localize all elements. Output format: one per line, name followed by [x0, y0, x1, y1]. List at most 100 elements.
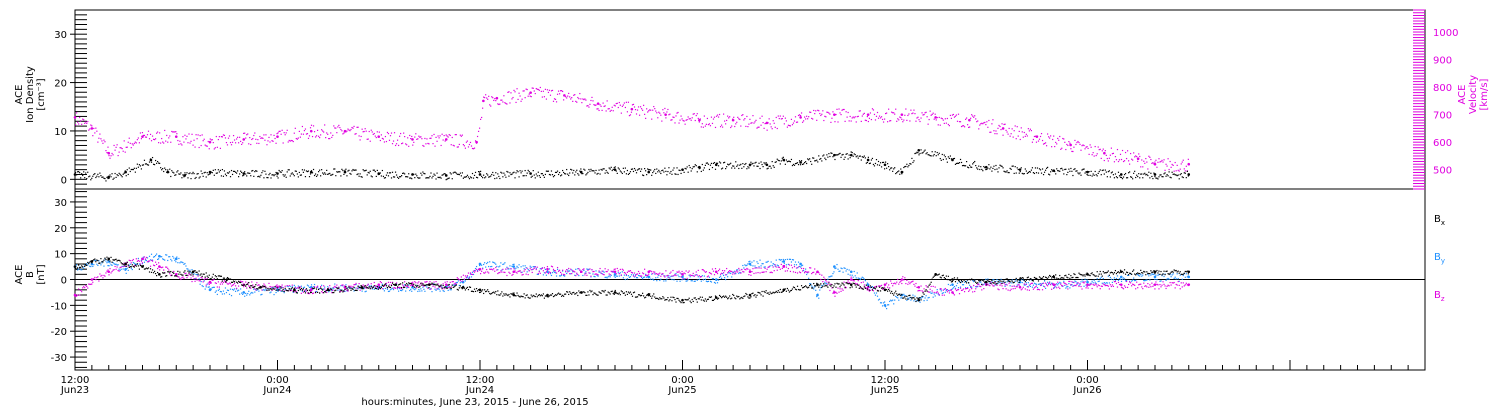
bz-sample: [909, 283, 911, 285]
bz-sample: [1013, 285, 1015, 287]
bx-sample: [88, 262, 90, 265]
density-sample: [664, 167, 666, 169]
bz-sample: [1068, 280, 1070, 283]
velocity-sample: [975, 118, 977, 120]
bx-sample: [117, 259, 119, 261]
by-sample: [882, 302, 885, 304]
bz-sample: [779, 268, 781, 270]
density-sample: [117, 174, 119, 177]
bz-sample: [567, 271, 569, 273]
density-sample: [1092, 173, 1094, 175]
by-sample: [452, 284, 454, 286]
by-sample: [390, 288, 393, 290]
density-sample: [1025, 170, 1027, 172]
density-sample: [797, 163, 800, 166]
velocity-sample: [766, 129, 768, 131]
velocity-sample: [493, 99, 495, 102]
velocity-sample: [910, 109, 912, 111]
density-sample: [698, 168, 700, 170]
velocity-sample: [220, 136, 222, 138]
density-sample: [600, 168, 602, 171]
by-sample: [76, 264, 78, 266]
by-sample: [245, 292, 247, 295]
bz-sample: [246, 287, 248, 289]
density-sample: [532, 170, 534, 172]
bz-sample: [305, 290, 308, 292]
by-sample: [170, 258, 172, 261]
by-sample: [1116, 275, 1119, 277]
velocity-sample: [815, 110, 817, 112]
by-sample: [742, 264, 744, 267]
density-sample: [477, 171, 480, 173]
density-sample: [385, 174, 388, 176]
by-sample: [957, 287, 960, 289]
by-sample: [753, 260, 755, 262]
bz-sample: [688, 270, 690, 272]
by-sample: [1173, 277, 1175, 280]
velocity-sample: [1055, 141, 1057, 144]
velocity-sample: [158, 142, 160, 144]
velocity-sample: [953, 116, 956, 118]
bz-sample: [410, 284, 412, 287]
velocity-sample: [714, 126, 717, 129]
velocity-sample: [735, 123, 737, 125]
density-sample: [863, 155, 865, 157]
density-sample: [636, 169, 639, 171]
by-sample: [726, 274, 728, 276]
density-sample: [482, 177, 484, 179]
density-sample: [212, 169, 214, 171]
density-sample: [239, 173, 241, 175]
velocity-sample: [745, 125, 747, 128]
by-sample: [494, 262, 496, 264]
velocity-sample: [279, 130, 281, 132]
velocity-sample: [258, 142, 260, 145]
density-sample: [524, 169, 526, 172]
velocity-sample: [623, 102, 625, 104]
by-sample: [616, 275, 618, 277]
velocity-sample: [816, 119, 818, 121]
density-sample: [885, 161, 887, 163]
velocity-sample: [1059, 135, 1061, 138]
by-sample: [1145, 279, 1147, 281]
density-sample: [1007, 171, 1009, 174]
bz-sample: [1018, 284, 1020, 286]
density-sample: [286, 171, 288, 173]
by-sample: [767, 260, 769, 262]
by-sample: [389, 289, 392, 291]
by-sample: [604, 276, 606, 279]
bx-sample: [189, 271, 191, 273]
bz-sample: [90, 283, 92, 286]
by-sample: [777, 265, 779, 267]
velocity-sample: [1078, 141, 1080, 144]
density-sample: [135, 167, 137, 169]
by-sample: [251, 291, 253, 294]
velocity-sample: [240, 140, 242, 142]
by-sample: [161, 256, 163, 258]
by-sample: [628, 276, 631, 278]
velocity-sample: [550, 90, 553, 92]
bz-sample: [733, 271, 735, 273]
density-sample: [419, 177, 421, 179]
by-sample: [830, 275, 832, 277]
bz-sample: [1087, 287, 1089, 289]
velocity-sample: [674, 122, 676, 124]
by-sample: [87, 264, 89, 266]
bz-sample: [105, 272, 107, 274]
bz-sample: [695, 271, 697, 273]
by-sample: [443, 290, 445, 293]
by-sample: [1064, 284, 1066, 286]
density-panel-frame: [74, 9, 1426, 190]
bz-sample: [1144, 285, 1146, 287]
density-sample: [483, 174, 485, 176]
bz-sample: [910, 281, 912, 283]
bz-sample: [1108, 288, 1110, 290]
velocity-sample: [717, 116, 720, 118]
by-sample: [1114, 280, 1117, 282]
bz-sample: [654, 271, 656, 273]
velocity-sample: [1091, 154, 1093, 156]
velocity-sample: [357, 126, 359, 128]
bz-sample: [390, 284, 393, 286]
velocity-sample: [1137, 160, 1139, 162]
bz-sample: [877, 285, 880, 287]
velocity-sample: [913, 109, 915, 111]
